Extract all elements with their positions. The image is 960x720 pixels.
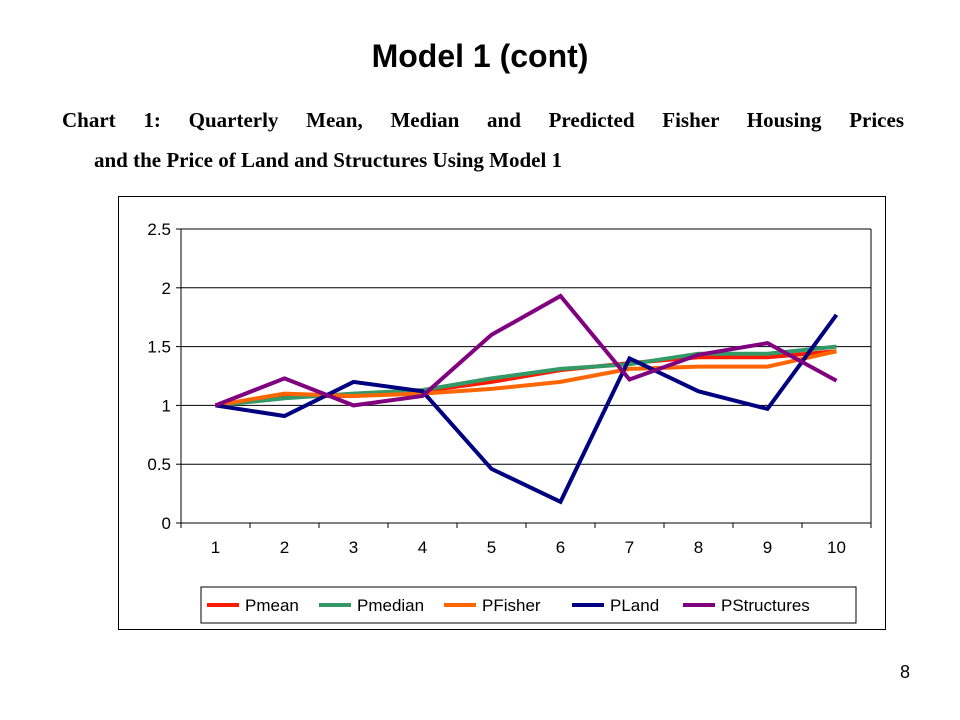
x-tick-label-10: 10 bbox=[827, 538, 846, 557]
legend-label-pland: PLand bbox=[610, 596, 659, 615]
legend-label-pstructures: PStructures bbox=[721, 596, 810, 615]
chart-caption: Chart 1: Quarterly Mean, Median and Pred… bbox=[62, 100, 904, 180]
chart-caption-line-1: Chart 1: Quarterly Mean, Median and Pred… bbox=[62, 108, 904, 132]
line-chart: 0 0.5 1 1.5 2 2.5 1 2 3 4 5 6 7 8 9 10 Pmean Pmedian PFish… bbox=[147, 220, 872, 624]
x-tick-label-5: 5 bbox=[487, 538, 496, 557]
x-tick-label-1: 1 bbox=[211, 538, 220, 557]
slide-title: Model 1 (cont) bbox=[371, 38, 589, 74]
series-line-pland bbox=[215, 313, 839, 505]
y-tick-label-5: 2.5 bbox=[147, 220, 171, 239]
x-tick-label-6: 6 bbox=[556, 538, 565, 557]
series-line-pfisher bbox=[215, 349, 837, 408]
x-tick-label-9: 9 bbox=[763, 538, 772, 557]
y-tick-label-0: 0 bbox=[162, 514, 171, 533]
series-line-pstructures bbox=[214, 293, 838, 408]
legend-label-pmean: Pmean bbox=[245, 596, 299, 615]
chart-container: 0 0.5 1 1.5 2 2.5 1 2 3 4 5 6 7 8 9 10 Pmean Pmedian PFish… bbox=[118, 196, 886, 630]
legend-box bbox=[200, 586, 857, 624]
page-number: 8 bbox=[899, 662, 910, 682]
chart-caption-line-2: and the Price of Land and Structures Usi… bbox=[94, 148, 563, 172]
x-tick-label-2: 2 bbox=[280, 538, 289, 557]
x-tick-label-7: 7 bbox=[625, 538, 634, 557]
legend-label-pfisher: PFisher bbox=[482, 596, 541, 615]
y-tick-label-3: 1.5 bbox=[147, 338, 171, 357]
x-tick-label-8: 8 bbox=[694, 538, 703, 557]
x-tick-label-3: 3 bbox=[349, 538, 358, 557]
y-tick-label-1: 0.5 bbox=[147, 455, 171, 474]
y-tick-label-4: 2 bbox=[162, 279, 171, 298]
legend-label-pmedian: Pmedian bbox=[357, 596, 424, 615]
x-tick-label-4: 4 bbox=[418, 538, 427, 557]
y-tick-label-2: 1 bbox=[162, 396, 171, 415]
